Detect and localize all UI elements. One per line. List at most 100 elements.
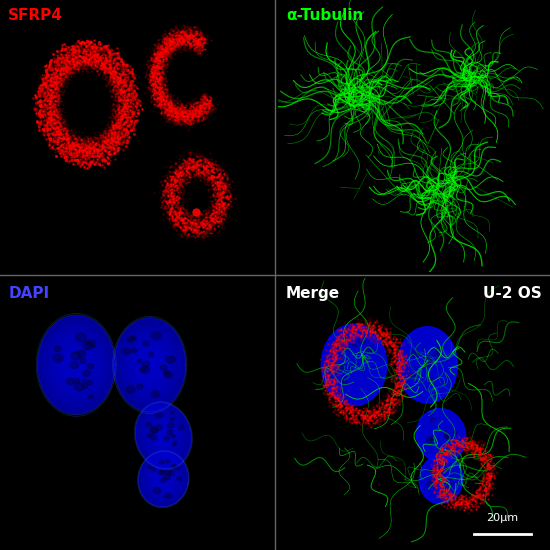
- Polygon shape: [155, 470, 172, 488]
- Ellipse shape: [445, 434, 450, 439]
- Polygon shape: [321, 324, 387, 406]
- Ellipse shape: [148, 353, 154, 357]
- Ellipse shape: [365, 346, 373, 353]
- Ellipse shape: [454, 431, 456, 433]
- Ellipse shape: [137, 384, 143, 389]
- Polygon shape: [161, 476, 166, 482]
- Polygon shape: [145, 415, 182, 457]
- Polygon shape: [142, 355, 157, 375]
- Polygon shape: [143, 456, 184, 502]
- Polygon shape: [152, 422, 175, 449]
- Polygon shape: [124, 331, 175, 398]
- Ellipse shape: [426, 356, 431, 360]
- Polygon shape: [147, 417, 179, 455]
- Polygon shape: [149, 419, 178, 452]
- Ellipse shape: [142, 361, 150, 367]
- Polygon shape: [139, 406, 188, 465]
- Polygon shape: [158, 429, 169, 442]
- Polygon shape: [136, 347, 163, 382]
- Ellipse shape: [77, 350, 86, 357]
- Ellipse shape: [156, 425, 162, 430]
- Polygon shape: [140, 352, 160, 378]
- Polygon shape: [162, 433, 165, 438]
- Polygon shape: [146, 460, 181, 499]
- Polygon shape: [122, 328, 178, 402]
- Polygon shape: [38, 316, 114, 414]
- Polygon shape: [74, 361, 79, 369]
- Polygon shape: [40, 317, 113, 412]
- Polygon shape: [58, 341, 95, 388]
- Ellipse shape: [446, 468, 449, 470]
- Ellipse shape: [450, 482, 453, 485]
- Ellipse shape: [82, 379, 86, 382]
- Polygon shape: [154, 469, 173, 490]
- Ellipse shape: [342, 379, 348, 384]
- Ellipse shape: [164, 371, 173, 378]
- Ellipse shape: [430, 437, 434, 441]
- Polygon shape: [133, 343, 167, 387]
- Polygon shape: [146, 416, 180, 456]
- Polygon shape: [70, 356, 83, 373]
- Polygon shape: [114, 318, 185, 411]
- Ellipse shape: [168, 471, 174, 476]
- Polygon shape: [157, 428, 170, 443]
- Ellipse shape: [70, 361, 79, 369]
- Ellipse shape: [128, 337, 135, 343]
- Polygon shape: [119, 325, 180, 405]
- Polygon shape: [59, 343, 94, 387]
- Polygon shape: [146, 460, 180, 498]
- Polygon shape: [134, 344, 166, 386]
- Polygon shape: [416, 409, 466, 463]
- Polygon shape: [146, 360, 153, 370]
- Polygon shape: [139, 452, 188, 507]
- Polygon shape: [398, 327, 458, 403]
- Polygon shape: [162, 477, 165, 481]
- Polygon shape: [149, 463, 178, 495]
- Polygon shape: [141, 410, 185, 461]
- Ellipse shape: [166, 459, 170, 463]
- Polygon shape: [160, 431, 167, 440]
- Polygon shape: [67, 353, 85, 377]
- Polygon shape: [139, 452, 188, 507]
- Ellipse shape: [171, 412, 174, 414]
- Polygon shape: [129, 338, 170, 392]
- Ellipse shape: [172, 443, 176, 446]
- Ellipse shape: [165, 470, 171, 475]
- Ellipse shape: [130, 336, 136, 340]
- Ellipse shape: [447, 487, 450, 490]
- Polygon shape: [137, 404, 190, 467]
- Ellipse shape: [139, 367, 146, 372]
- Ellipse shape: [424, 364, 427, 367]
- Polygon shape: [118, 323, 182, 406]
- Polygon shape: [140, 408, 187, 464]
- Ellipse shape: [166, 356, 175, 363]
- Ellipse shape: [82, 342, 93, 350]
- Polygon shape: [60, 344, 92, 385]
- Ellipse shape: [158, 470, 166, 475]
- Polygon shape: [155, 426, 172, 446]
- Polygon shape: [141, 354, 158, 376]
- Ellipse shape: [171, 434, 175, 438]
- Ellipse shape: [67, 378, 75, 385]
- Polygon shape: [139, 350, 161, 379]
- Ellipse shape: [177, 477, 182, 480]
- Polygon shape: [141, 455, 185, 504]
- Polygon shape: [71, 358, 81, 372]
- Ellipse shape: [429, 480, 433, 483]
- Ellipse shape: [167, 422, 174, 428]
- Ellipse shape: [82, 383, 87, 388]
- Ellipse shape: [126, 386, 135, 393]
- Ellipse shape: [173, 466, 176, 468]
- Polygon shape: [43, 323, 109, 407]
- Ellipse shape: [123, 348, 131, 355]
- Polygon shape: [138, 349, 162, 381]
- Ellipse shape: [152, 467, 156, 470]
- Polygon shape: [147, 461, 179, 497]
- Ellipse shape: [153, 488, 161, 493]
- Polygon shape: [136, 403, 191, 468]
- Polygon shape: [68, 355, 84, 375]
- Ellipse shape: [138, 360, 141, 363]
- Polygon shape: [158, 474, 168, 485]
- Polygon shape: [158, 430, 168, 441]
- Polygon shape: [72, 360, 80, 370]
